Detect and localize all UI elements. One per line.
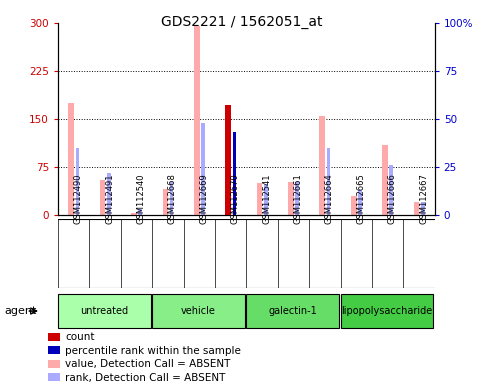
Bar [421,202,425,215]
Bar [295,182,299,215]
Bar [201,123,205,215]
Text: GSM112540: GSM112540 [137,174,145,224]
Text: percentile rank within the sample: percentile rank within the sample [65,346,241,356]
Text: value, Detection Call = ABSENT: value, Detection Call = ABSENT [65,359,230,369]
Text: GSM112661: GSM112661 [294,174,302,224]
Bar [48,373,60,381]
Bar [48,360,60,368]
Bar [131,213,137,215]
Bar [170,182,173,215]
Text: GSM112668: GSM112668 [168,174,177,224]
Text: rank, Detection Call = ABSENT: rank, Detection Call = ABSENT [65,372,226,382]
Bar [319,116,325,215]
Bar [382,145,388,215]
Bar [341,294,433,328]
Bar [288,182,294,215]
Text: GSM112664: GSM112664 [325,174,334,224]
Bar [48,333,60,341]
Bar [232,132,236,215]
Text: count: count [65,332,95,342]
Bar [413,202,419,215]
Text: untreated: untreated [80,306,128,316]
Bar [162,189,168,215]
Text: GSM112670: GSM112670 [231,174,240,224]
Text: vehicle: vehicle [181,306,216,316]
Bar [225,105,231,215]
Text: GSM112665: GSM112665 [356,174,365,224]
Bar [99,180,105,215]
Text: GSM112491: GSM112491 [105,174,114,224]
Text: GSM112666: GSM112666 [387,174,397,224]
Bar [246,294,339,328]
Bar [107,173,111,215]
Bar [48,346,60,354]
Text: GSM112669: GSM112669 [199,174,208,224]
Bar [138,209,142,215]
Bar [351,196,356,215]
Text: GSM112667: GSM112667 [419,174,428,224]
Bar [264,184,268,215]
Text: galectin-1: galectin-1 [269,306,317,316]
Bar [327,148,330,215]
Text: lipopolysaccharide: lipopolysaccharide [341,306,432,316]
Bar [389,165,393,215]
Text: GSM112490: GSM112490 [73,174,83,224]
Bar [194,26,199,215]
Text: agent: agent [5,306,37,316]
Bar [58,294,151,328]
Bar [358,190,362,215]
Bar [75,148,79,215]
Bar [68,103,74,215]
Bar [152,294,245,328]
Text: GSM112541: GSM112541 [262,174,271,224]
Text: GDS2221 / 1562051_at: GDS2221 / 1562051_at [161,15,322,29]
Bar [256,183,262,215]
